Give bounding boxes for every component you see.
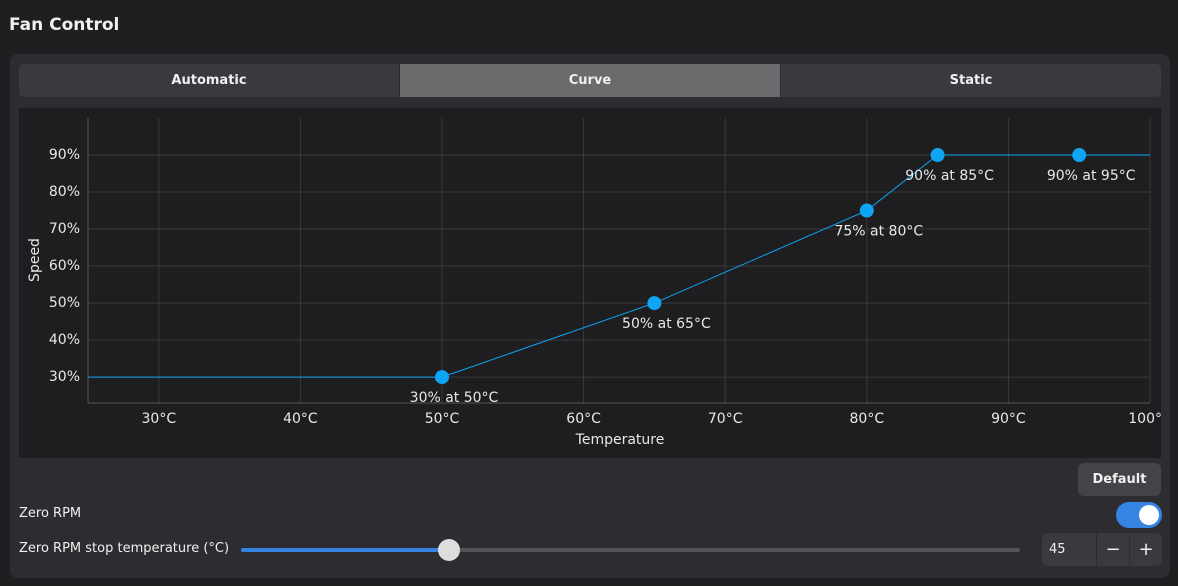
window-title: Fan Control: [9, 15, 120, 35]
slider-thumb[interactable]: [438, 539, 460, 561]
point-label: 90% at 95°C: [1047, 168, 1136, 184]
zero-rpm-label: Zero RPM: [19, 506, 82, 521]
y-tick-label: 50%: [49, 295, 80, 311]
y-tick-label: 60%: [49, 258, 80, 274]
x-tick-label: 60°C: [566, 411, 601, 427]
chart: Speed Temperature 30% 40% 50% 60% 70% 80% 90% 3…: [19, 108, 1161, 458]
tab-bar: Automatic Curve Static: [19, 64, 1161, 97]
curve-point: [647, 296, 662, 311]
point-label: 30% at 50°C: [410, 390, 499, 406]
tab[interactable]: Curve: [400, 64, 781, 97]
curve-point: [930, 148, 945, 163]
x-tick-label: 100°C: [1128, 411, 1161, 427]
x-tick-label: 70°C: [708, 411, 743, 427]
slider-fill: [241, 548, 449, 552]
decrement-button[interactable]: −: [1096, 533, 1129, 566]
tab[interactable]: Static: [949, 73, 993, 88]
stop-temperature-label: Zero RPM stop temperature (°C): [19, 541, 230, 556]
toggle-knob: [1139, 505, 1159, 525]
x-tick-label: 90°C: [991, 411, 1026, 427]
y-tick-label: 90%: [49, 147, 80, 163]
zero-rpm-toggle[interactable]: [1116, 502, 1162, 528]
y-tick-label: 70%: [49, 221, 80, 237]
point-label: 75% at 80°C: [834, 224, 923, 240]
default-button[interactable]: Default: [1078, 463, 1161, 496]
x-tick-label: 40°C: [283, 411, 318, 427]
point-label: 50% at 65°C: [622, 316, 711, 332]
spin-box: 45 − +: [1042, 533, 1162, 566]
point-label: 90% at 85°C: [905, 168, 994, 184]
spin-value[interactable]: 45: [1049, 542, 1066, 557]
x-tick-label: 80°C: [850, 411, 885, 427]
x-tick-label: 30°C: [142, 411, 177, 427]
slider-track[interactable]: [241, 548, 1020, 552]
y-axis-label: Speed: [27, 238, 43, 282]
tab[interactable]: Automatic: [19, 64, 400, 97]
curve-point: [859, 203, 874, 218]
increment-button[interactable]: +: [1129, 533, 1162, 566]
y-tick-label: 40%: [49, 332, 80, 348]
curve-point: [1072, 148, 1087, 163]
y-tick-label: 80%: [49, 184, 80, 200]
y-tick-label: 30%: [49, 369, 80, 385]
chart-background: [19, 108, 1161, 458]
x-tick-label: 50°C: [425, 411, 460, 427]
curve-point: [435, 370, 449, 385]
x-axis-label: Temperature: [575, 432, 665, 448]
